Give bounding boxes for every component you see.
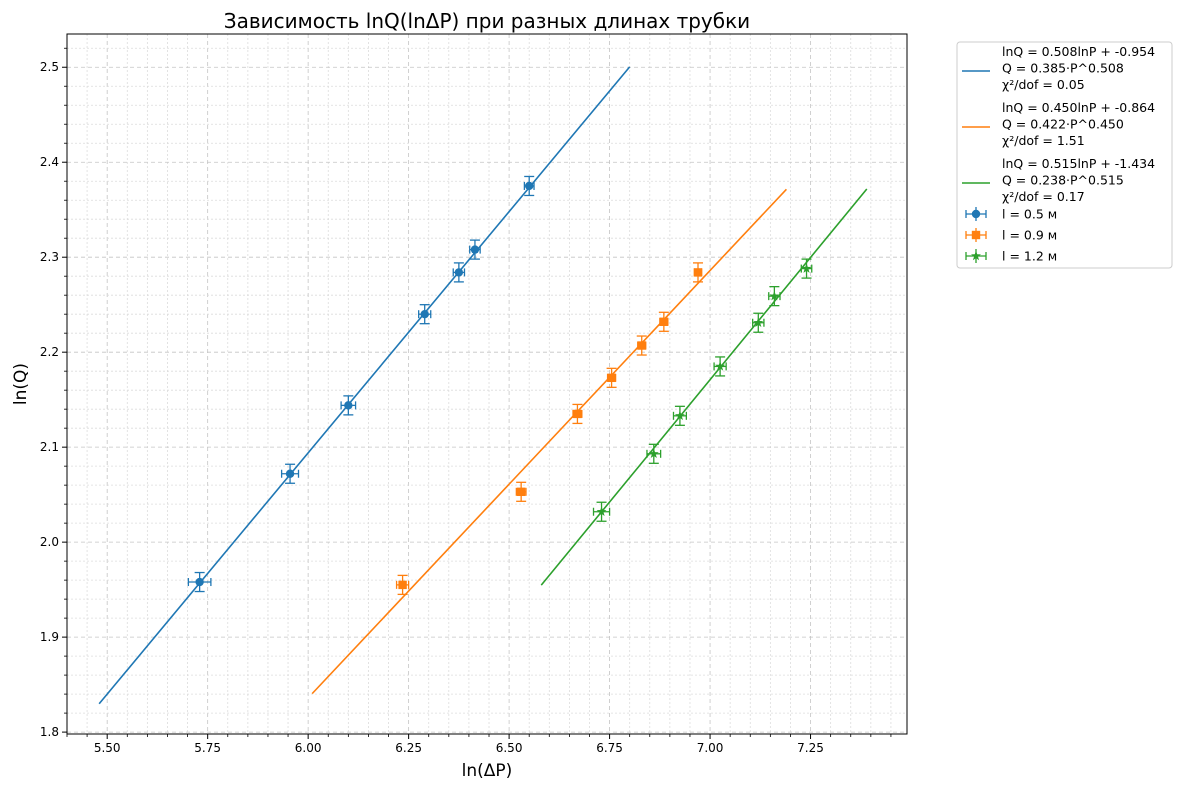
y-tick-label: 1.9: [40, 630, 59, 644]
data-point: [769, 290, 780, 301]
data-point: [637, 341, 646, 350]
legend-marker: [971, 209, 981, 219]
y-tick-label: 2.2: [40, 345, 59, 359]
data-point: [659, 317, 669, 326]
legend-fit-label-line: Q = 0.422·P^0.450: [1002, 117, 1124, 132]
legend-marker: [971, 250, 981, 261]
data-point: [693, 268, 703, 277]
y-tick-label: 2.3: [40, 250, 59, 264]
data-point: [674, 410, 685, 421]
data-point: [344, 401, 353, 410]
x-axis-label: ln(ΔP): [462, 761, 513, 781]
data-point: [607, 373, 616, 383]
legend-series-label: l = 0.9 м: [1002, 228, 1057, 243]
legend-fit-label-line: lnQ = 0.508lnP + -0.954: [1002, 44, 1155, 59]
legend-fit-label-line: Q = 0.385·P^0.508: [1002, 61, 1124, 76]
legend-fit-label-line: lnQ = 0.515lnP + -1.434: [1002, 156, 1155, 171]
x-tick-label: 6.75: [596, 741, 623, 755]
fit-lines: [98, 66, 868, 705]
x-axis: 5.50 5.75 6.00 6.25 6.50 6.75 7.00 7.25: [66, 734, 892, 755]
data-point: [715, 361, 726, 371]
fit-line: [540, 188, 868, 586]
data-point: [285, 469, 295, 478]
legend: lnQ = 0.508lnP + -0.954 Q = 0.385·P^0.508…: [956, 41, 1173, 269]
legend-series-label: l = 0.5 м: [1002, 207, 1057, 222]
y-axis-label: ln(Q): [11, 363, 31, 405]
grid: [66, 34, 907, 734]
legend-fit-label-line: lnQ = 0.450lnP + -0.864: [1002, 100, 1155, 115]
data-point: [454, 268, 464, 277]
x-tick-label: 5.50: [94, 741, 121, 755]
data-points: [187, 175, 813, 596]
data-point: [525, 181, 534, 191]
fit-line: [98, 66, 631, 705]
data-point: [573, 409, 582, 419]
data-point: [516, 487, 526, 497]
y-tick-label: 2.1: [40, 440, 59, 454]
y-tick-label: 2.5: [40, 60, 59, 74]
x-tick-label: 6.25: [395, 741, 422, 755]
data-point: [398, 580, 407, 590]
fit-line: [311, 188, 788, 695]
data-point: [648, 448, 659, 459]
x-tick-label: 5.75: [194, 741, 221, 755]
y-tick-label: 2.4: [40, 155, 59, 169]
legend-fit-label-line: χ²/dof = 1.51: [1002, 133, 1085, 148]
x-tick-label: 6.00: [295, 741, 322, 755]
data-point: [801, 263, 812, 273]
legend-series-label: l = 1.2 м: [1002, 249, 1057, 264]
legend-marker: [971, 230, 981, 240]
x-tick-label: 7.00: [697, 741, 724, 755]
data-point: [753, 317, 764, 327]
y-tick-label: 2.0: [40, 535, 59, 549]
data-point: [195, 577, 204, 587]
data-point: [420, 309, 429, 319]
legend-box: [956, 41, 1173, 269]
plot-frame: [66, 33, 908, 735]
legend-fit-label-line: χ²/dof = 0.17: [1002, 189, 1085, 204]
data-point: [596, 506, 607, 516]
legend-fit-label-line: Q = 0.238·P^0.515: [1002, 173, 1124, 188]
legend-fit-label-line: χ²/dof = 0.05: [1002, 77, 1085, 92]
y-tick-label: 1.8: [40, 725, 59, 739]
chart-title: Зависимость lnQ(lnΔP) при разных длинах …: [224, 9, 750, 33]
x-tick-label: 7.25: [797, 741, 824, 755]
y-axis: 1.8 1.9 2.0 2.1 2.2 2.3 2.4 2.5: [40, 47, 67, 739]
x-tick-label: 6.50: [496, 741, 523, 755]
data-point: [470, 245, 480, 254]
